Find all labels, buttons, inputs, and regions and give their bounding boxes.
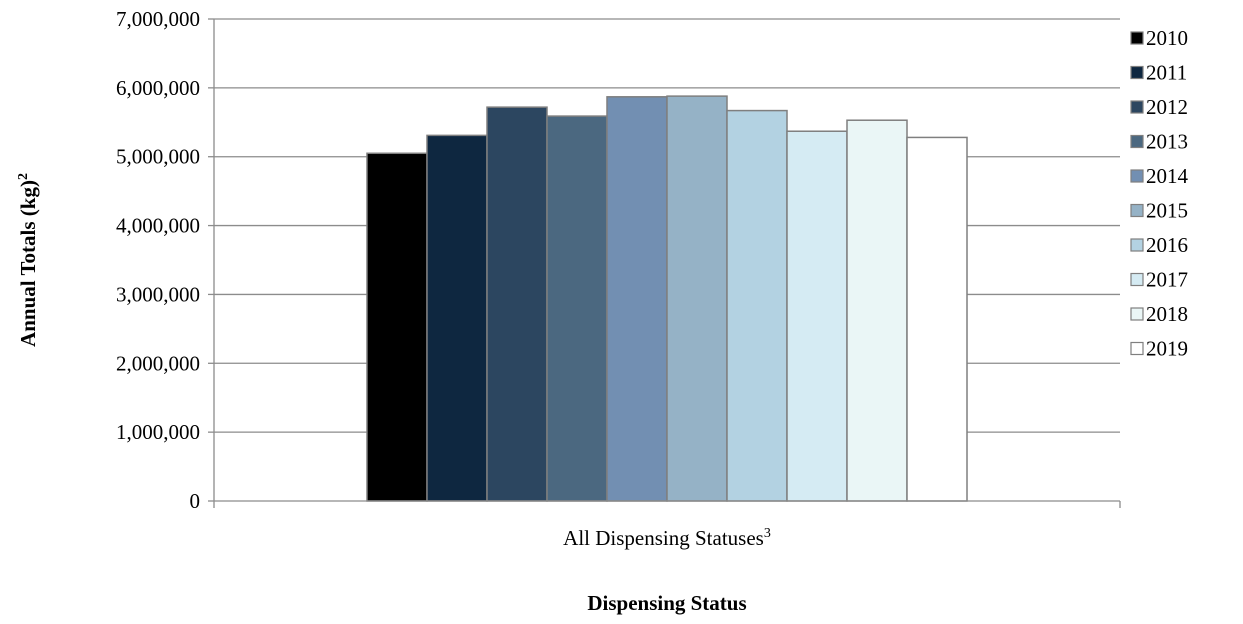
bar-2019 — [906, 136, 968, 502]
bar-2014 — [606, 96, 668, 502]
x-axis-title: Dispensing Status — [587, 591, 746, 615]
legend-swatch — [1130, 134, 1144, 149]
legend-label: 2011 — [1146, 61, 1187, 85]
y-tick-labels: 0 1,000,000 2,000,000 3,000,000 4,000,000 5,0… — [116, 7, 200, 513]
bars — [366, 95, 968, 502]
legend-label: 2019 — [1146, 337, 1188, 361]
legend-label: 2014 — [1146, 164, 1189, 188]
legend-swatch — [1130, 169, 1144, 183]
x-category-labels: All Dispensing Statuses3 — [563, 526, 771, 550]
legend-label: 2010 — [1146, 26, 1188, 50]
legend-swatch — [1130, 31, 1144, 45]
legend: 2010 2011 2012 2013 2014 2015 2016 2017 2018 2019 — [1130, 26, 1189, 361]
legend-swatch — [1130, 307, 1144, 321]
bar-2010 — [366, 152, 428, 502]
legend-label: 2018 — [1146, 302, 1188, 326]
bar-2018 — [846, 119, 908, 502]
y-tick-label: 0 — [190, 489, 201, 513]
legend-entry-2012: 2012 — [1130, 95, 1188, 119]
legend-swatch — [1130, 65, 1144, 80]
legend-label: 2015 — [1146, 199, 1188, 223]
y-axis-title: Annual Totals (kg)2 — [16, 173, 40, 347]
bar-2012 — [486, 106, 548, 502]
y-tick-label: 6,000,000 — [116, 76, 200, 100]
bar-2017 — [786, 130, 848, 502]
legend-entry-2019: 2019 — [1130, 337, 1188, 361]
legend-entry-2017: 2017 — [1130, 268, 1188, 292]
y-tick-label: 7,000,000 — [116, 7, 200, 31]
legend-entry-2015: 2015 — [1130, 199, 1188, 223]
y-tick-label: 4,000,000 — [116, 214, 200, 238]
y-tick-label: 2,000,000 — [116, 351, 200, 375]
bar-2011 — [426, 134, 488, 502]
legend-swatch — [1130, 272, 1144, 287]
bar-2016 — [726, 109, 788, 502]
legend-swatch — [1130, 203, 1144, 218]
y-tick-label: 3,000,000 — [116, 282, 200, 306]
legend-entry-2010: 2010 — [1130, 26, 1188, 50]
legend-swatch — [1130, 341, 1144, 356]
legend-swatch — [1130, 238, 1144, 252]
legend-entry-2018: 2018 — [1130, 302, 1188, 326]
legend-label: 2017 — [1146, 268, 1188, 292]
legend-entry-2014: 2014 — [1130, 164, 1189, 188]
legend-entry-2011: 2011 — [1130, 61, 1187, 85]
legend-swatch — [1130, 100, 1144, 114]
bar-2015 — [666, 95, 728, 502]
legend-entry-2016: 2016 — [1130, 233, 1188, 257]
legend-label: 2012 — [1146, 95, 1188, 119]
y-tick-label: 1,000,000 — [116, 420, 200, 444]
x-category-label: All Dispensing Statuses3 — [563, 526, 771, 550]
y-tick-label: 5,000,000 — [116, 145, 200, 169]
axis-titles: Dispensing Status Annual Totals (kg)2 — [16, 173, 747, 615]
legend-label: 2013 — [1146, 130, 1188, 154]
legend-entry-2013: 2013 — [1130, 130, 1188, 154]
axes — [208, 18, 1121, 508]
bar-2013 — [546, 115, 608, 502]
legend-label: 2016 — [1146, 233, 1188, 257]
